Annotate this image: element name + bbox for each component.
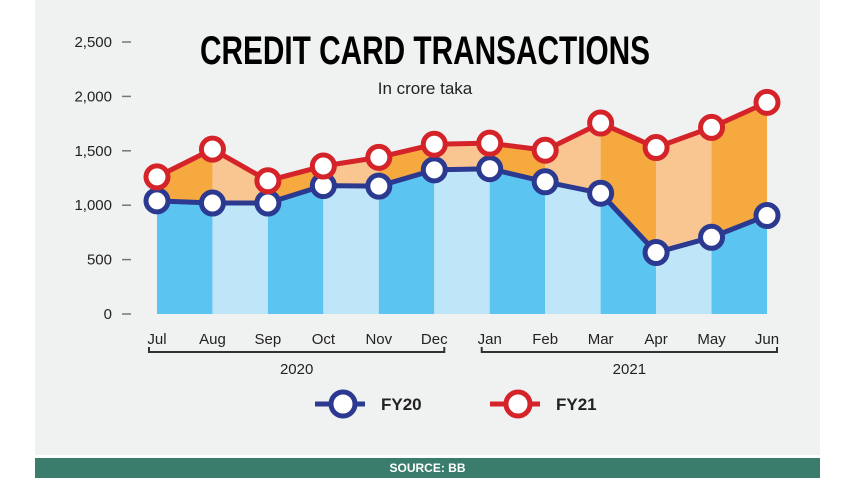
gap-area-band: [489, 143, 546, 182]
fy20-area-band: [600, 193, 657, 314]
data-point-fy20: [254, 189, 282, 217]
data-point-fy20: [143, 187, 171, 215]
fy20-area-band: [378, 169, 435, 314]
year-label: 2021: [613, 361, 646, 378]
data-point-fy21: [365, 143, 393, 171]
y-tick-label: 1,500: [74, 143, 112, 160]
y-tick-label: 2,000: [74, 88, 112, 105]
x-tick-label: Nov: [365, 331, 392, 348]
data-point-fy21: [476, 129, 504, 157]
gap-area-band: [600, 123, 657, 253]
data-point-fy21: [254, 167, 282, 195]
data-point-fy21: [642, 134, 670, 162]
data-point-fy21: [753, 88, 781, 116]
fy20-area-band: [157, 200, 213, 314]
year-bracket: [480, 347, 778, 353]
data-point-fy20: [531, 168, 559, 196]
gap-area-band: [545, 123, 601, 194]
data-point-fy20: [587, 179, 615, 207]
data-point-fy21: [143, 163, 171, 191]
y-tick-label: 0: [104, 306, 112, 323]
data-point-fy20: [420, 156, 448, 184]
y-tick-label: 500: [87, 252, 112, 269]
x-tick-label: Aug: [199, 331, 226, 348]
year-bracket: [148, 347, 446, 353]
data-point-fy21: [698, 113, 726, 141]
legend-label: FY20: [381, 395, 422, 414]
gap-area-band: [434, 143, 490, 170]
data-point-fy20: [365, 172, 393, 200]
data-point-fy20: [198, 189, 226, 217]
fy20-area-band: [212, 203, 268, 314]
fy20-area-band: [267, 185, 324, 314]
data-point-fy20: [642, 239, 670, 267]
data-point-fy20: [476, 155, 504, 183]
data-point-fy21: [309, 152, 337, 180]
fy20-area-band: [545, 181, 601, 314]
gap-area-band: [267, 166, 324, 204]
gap-area-band: [711, 102, 767, 238]
data-point-fy21: [531, 136, 559, 164]
year-label: 2020: [280, 361, 313, 378]
fy20-area-band: [323, 185, 379, 314]
chart-title: CREDIT CARD TRANSACTIONS: [200, 29, 650, 73]
data-point-fy21: [587, 109, 615, 137]
y-tick-label: 2,500: [74, 34, 112, 51]
x-tick-label: Mar: [588, 331, 614, 348]
x-tick-label: Dec: [421, 331, 448, 348]
legend-marker: [328, 389, 358, 419]
fy20-area-band: [434, 168, 490, 314]
x-tick-label: Sep: [255, 331, 282, 348]
chart-subtitle: In crore taka: [378, 79, 473, 98]
x-tick-label: Apr: [644, 331, 667, 348]
x-tick-label: May: [697, 331, 726, 348]
x-tick-label: Feb: [532, 331, 558, 348]
fy20-area-band: [711, 215, 767, 314]
fy20-area-band: [489, 168, 546, 314]
fy20-area-band: [656, 237, 712, 314]
gap-area-band: [656, 127, 712, 253]
data-point-fy21: [420, 130, 448, 158]
gap-area-band: [212, 149, 268, 204]
data-point-fy20: [698, 223, 726, 251]
x-tick-label: Oct: [312, 331, 336, 348]
data-point-fy21: [198, 135, 226, 163]
source-bar: SOURCE: BB: [35, 458, 820, 478]
x-tick-label: Jun: [755, 331, 779, 348]
y-tick-label: 1,000: [74, 197, 112, 214]
x-tick-label: Jan: [478, 331, 502, 348]
gap-area-band: [157, 149, 213, 204]
legend-marker: [503, 389, 533, 419]
legend-label: FY21: [556, 395, 597, 414]
x-tick-label: Jul: [147, 331, 166, 348]
legend-item-fy20: FY20: [315, 389, 422, 419]
data-point-fy20: [753, 202, 781, 230]
legend-item-fy21: FY21: [490, 389, 597, 419]
